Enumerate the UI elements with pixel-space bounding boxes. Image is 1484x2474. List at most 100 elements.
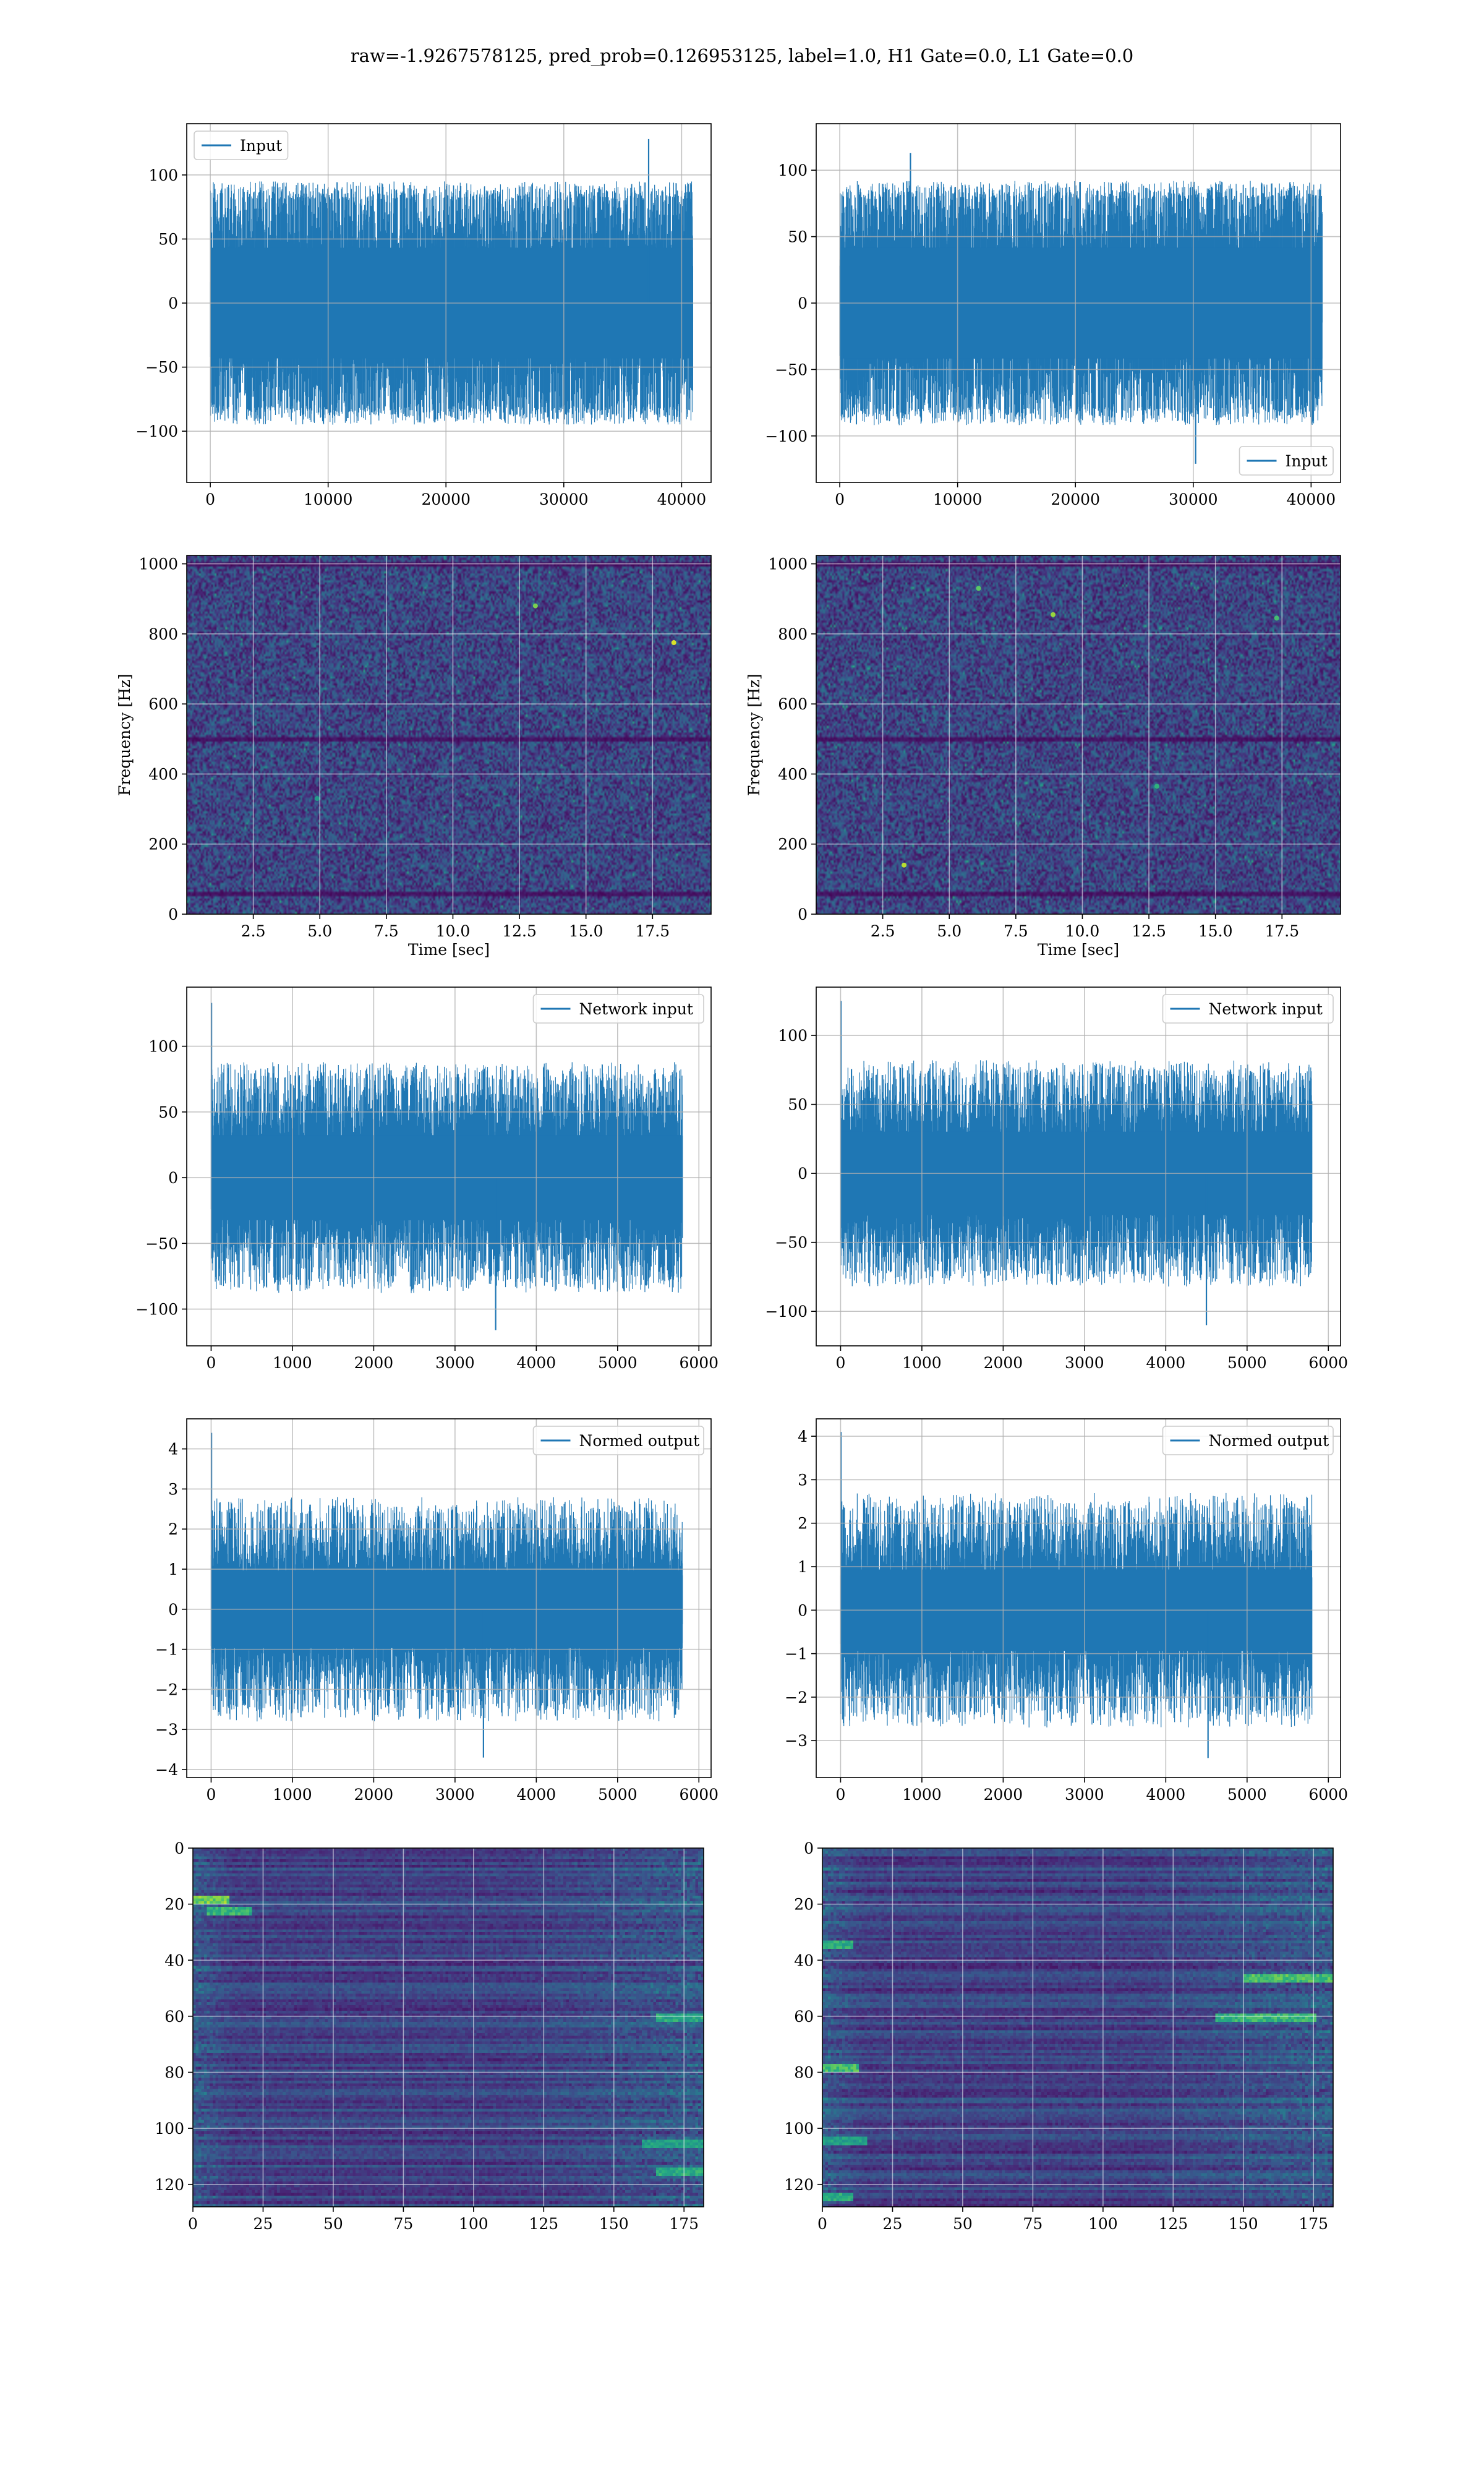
- y-axis-label: Frequency [Hz]: [745, 674, 763, 796]
- y-tick-label: 60: [164, 2008, 184, 2026]
- y-tick-label: 1: [798, 1558, 808, 1576]
- y-tick-label: 3: [798, 1471, 808, 1489]
- legend-box: [1162, 994, 1334, 1024]
- x-tick-label: 2000: [984, 1786, 1023, 1804]
- y-tick-label: 20: [164, 1896, 184, 1914]
- subplot-grid: 0 10000 20000 30000 40000−100−50050100Input0…: [116, 123, 1348, 2233]
- y-tick-label: 0: [168, 905, 178, 923]
- x-tick-label: 75: [393, 2215, 413, 2233]
- plot-area: [816, 555, 1341, 914]
- legend: Normed output: [532, 1426, 704, 1455]
- y-tick-label: 4: [168, 1440, 178, 1458]
- x-tick-label: 150: [1229, 2215, 1258, 2233]
- y-tick-label: −50: [775, 1234, 808, 1252]
- y-tick-label: −100: [135, 1301, 178, 1319]
- x-tick-label: 12.5: [1132, 922, 1166, 940]
- y-tick-label: 200: [778, 836, 808, 854]
- y-tick-label: −100: [135, 422, 178, 440]
- plot-area: [187, 1419, 711, 1778]
- axes-frame: [186, 1418, 712, 1778]
- y-tick-label: −3: [155, 1721, 178, 1739]
- y-tick-label: 0: [174, 1839, 184, 1857]
- x-tick-label: 0: [835, 490, 845, 508]
- y-tick-label: −50: [775, 361, 808, 379]
- x-tick-label: 12.5: [502, 922, 537, 940]
- y-tick-label: 0: [168, 1601, 178, 1619]
- x-tick-label: 1000: [273, 1786, 312, 1804]
- legend: Input: [194, 131, 289, 160]
- y-tick-label: 400: [148, 765, 178, 783]
- y-tick-label: −1: [155, 1641, 178, 1659]
- x-tick-label: 17.5: [1264, 922, 1299, 940]
- x-tick-label: 0: [817, 2215, 827, 2233]
- heatmap-hotspot: [671, 640, 676, 646]
- y-tick-label: 120: [155, 2176, 184, 2194]
- legend: Network input: [532, 994, 704, 1024]
- subplot-network-input-l1: 0 1000 2000 3000 4000 5000 6000 −100 −50 0 50 100 Ne…: [765, 987, 1348, 1372]
- y-tick-label: 120: [784, 2176, 814, 2194]
- x-tick-label: 50: [953, 2215, 973, 2233]
- y-tick-label: −2: [155, 1680, 178, 1698]
- heatmap-image-spectrogram-l1: [816, 555, 1341, 914]
- y-tick-label: 100: [148, 166, 178, 184]
- x-tick-label: 2.5: [241, 922, 266, 940]
- x-tick-label: 100: [1088, 2215, 1118, 2233]
- y-tick-label: 60: [794, 2008, 814, 2026]
- y-tick-label: 3: [168, 1480, 178, 1498]
- heatmap-image-spectrogram-h1: [187, 555, 711, 914]
- x-tick-label: 1000: [273, 1354, 312, 1372]
- x-tick-label: 7.5: [374, 922, 399, 940]
- y-tick-label: 0: [168, 1169, 178, 1187]
- x-tick-label: 3000: [435, 1354, 475, 1372]
- y-tick-label: 800: [778, 625, 808, 643]
- x-tick-label: 4000: [517, 1786, 556, 1804]
- plot-area: [816, 1419, 1341, 1778]
- heatmap-hotspot: [1154, 784, 1159, 789]
- subplot-input-l1: 0 10000 20000 30000 40000 −100 −50 0 50 100 Input: [765, 123, 1341, 508]
- y-tick-label: −50: [145, 359, 178, 377]
- plot-area: [187, 124, 711, 482]
- x-tick-label: 10.0: [436, 922, 471, 940]
- x-tick-label: 6000: [1308, 1786, 1348, 1804]
- y-axis-label: Frequency [Hz]: [116, 674, 134, 796]
- y-tick-label: 80: [794, 2064, 814, 2082]
- legend: Normed output: [1162, 1426, 1334, 1455]
- y-tick-label: 50: [788, 1096, 808, 1114]
- heatmap-hotspot: [314, 796, 320, 802]
- subplot-feature-map-h1: 0 25 50 75 100 125 150 175 0 20 40 60 80 100 120: [155, 1839, 704, 2233]
- heatmap-hotspot: [1051, 612, 1056, 617]
- plot-area: [822, 1848, 1333, 2207]
- legend-box: [1239, 446, 1334, 476]
- y-tick-label: −100: [765, 1303, 808, 1320]
- subplot-input-h1: 0 10000 20000 30000 40000 −100 −50 0 50 100 Input: [135, 123, 712, 508]
- axes-frame: [186, 555, 712, 915]
- x-tick-label: 30000: [539, 490, 589, 508]
- y-tick-label: 600: [148, 695, 178, 713]
- x-tick-label: 20000: [1051, 490, 1100, 508]
- x-tick-label: 175: [1298, 2215, 1328, 2233]
- y-tick-label: 1: [168, 1560, 178, 1578]
- y-tick-label: 0: [804, 1839, 814, 1857]
- y-tick-label: 200: [148, 836, 178, 854]
- x-tick-label: 25: [254, 2215, 273, 2233]
- x-tick-label: 17.5: [635, 922, 670, 940]
- figure-suptitle: raw=-1.9267578125, pred_prob=0.126953125…: [351, 45, 1133, 67]
- y-tick-label: 4: [798, 1427, 808, 1445]
- y-tick-label: 0: [798, 294, 808, 312]
- x-tick-label: 1000: [902, 1354, 942, 1372]
- x-tick-label: 7.5: [1004, 922, 1028, 940]
- x-tick-label: 10.0: [1065, 922, 1100, 940]
- y-tick-label: 100: [778, 161, 808, 179]
- x-tick-label: 6000: [679, 1354, 719, 1372]
- x-tick-label: 5000: [598, 1786, 638, 1804]
- y-tick-label: 0: [798, 1165, 808, 1183]
- legend-entry: Network input: [579, 1000, 693, 1018]
- y-tick-label: 100: [778, 1027, 808, 1045]
- x-tick-label: 0: [205, 490, 215, 508]
- x-tick-label: 125: [529, 2215, 558, 2233]
- x-tick-label: 40000: [657, 490, 707, 508]
- subplot-spectrogram-l1: 2.5 5.0 7.5 10.0 12.5 15.0 17.5 0 200 400 600 800 10…: [745, 555, 1341, 959]
- y-tick-label: 100: [148, 1038, 178, 1056]
- x-tick-label: 2000: [354, 1354, 394, 1372]
- y-tick-label: 0: [798, 905, 808, 923]
